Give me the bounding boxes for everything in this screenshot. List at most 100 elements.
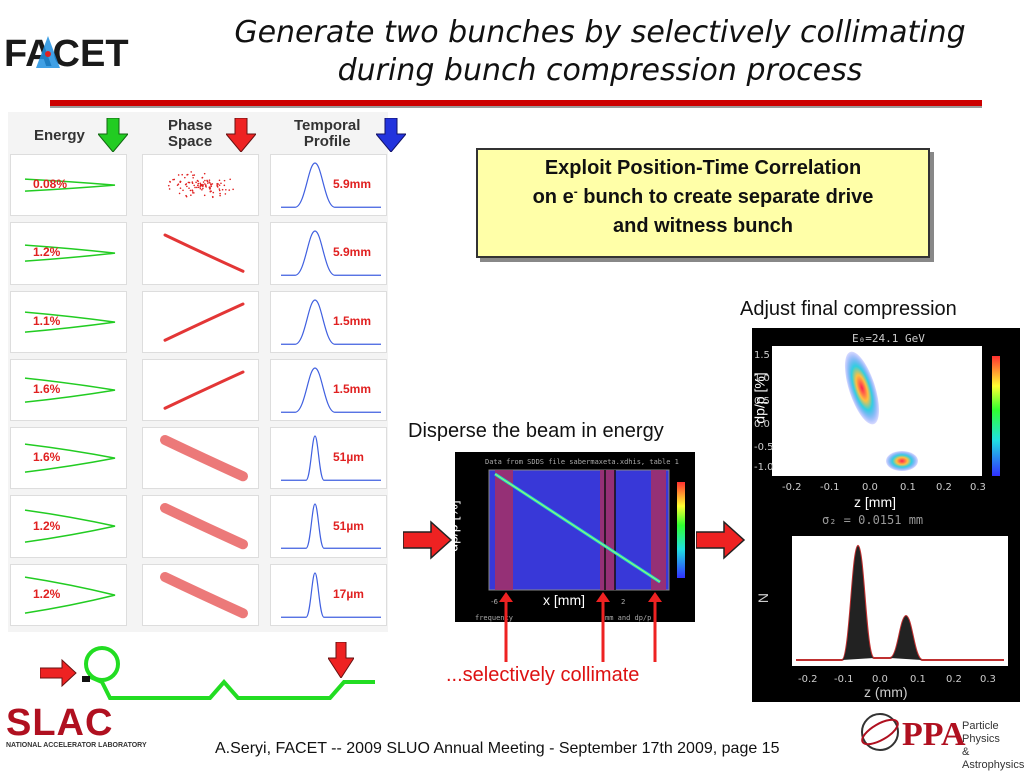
title-line-1: Generate two bunches by selectively coll… bbox=[200, 14, 1000, 52]
collimator-left bbox=[495, 470, 513, 590]
callout-box: Exploit Position-Time Correlation on e- … bbox=[476, 148, 930, 258]
ppa-logo-sub-1: Particle Physics bbox=[962, 720, 1024, 746]
temporal-profile-plot: 51µm bbox=[270, 495, 387, 557]
bunch-length-label: 51µm bbox=[333, 450, 364, 464]
energy-spread-label: 1.2% bbox=[33, 587, 60, 601]
temporal-profile-plot: 5.9mm bbox=[270, 222, 387, 284]
snapshot-graphic bbox=[271, 565, 386, 625]
facet-logo-text: FACET bbox=[4, 33, 129, 72]
phase-space-final-title: E₀=24.1 GeV bbox=[852, 332, 925, 345]
callout-line-2-b: bunch to create separate drive bbox=[578, 186, 874, 208]
slac-logo-text: SLAC bbox=[6, 704, 147, 742]
ppa-logo: PPA Particle Physics & Astrophysics bbox=[858, 704, 1018, 764]
svg-text:-0.5: -0.5 bbox=[754, 442, 774, 453]
col-header-temporal: Temporal Profile bbox=[294, 118, 360, 150]
energy-spread-label: 1.1% bbox=[33, 314, 60, 328]
blue-down-arrow-icon bbox=[376, 118, 406, 152]
output-arrow-icon bbox=[696, 520, 746, 560]
slac-logo: SLAC NATIONAL ACCELERATOR LABORATORY bbox=[6, 704, 147, 749]
dispersion-plot-title: Data from SDDS file sabermaxeta.xdhis, t… bbox=[485, 458, 679, 466]
bunch-length-label: 5.9mm bbox=[333, 245, 371, 259]
energy-plot: 1.2% bbox=[10, 222, 127, 284]
snapshot-graphic bbox=[143, 223, 258, 283]
callout-line-2: on e- bunch to create separate drive bbox=[478, 183, 928, 212]
energy-plot: 0.08% bbox=[10, 154, 127, 216]
green-down-arrow-icon bbox=[98, 118, 128, 152]
footer-citation: A.Seryi, FACET -- 2009 SLUO Annual Meeti… bbox=[215, 740, 779, 758]
temporal-profile-plot: 1.5mm bbox=[270, 291, 387, 353]
phase-space-final-graphic: E₀=24.1 GeV 1.5 1.0 0.5 0.0 -0.5 -1.0 -0… bbox=[752, 328, 1020, 520]
collimator-middle bbox=[600, 470, 615, 590]
svg-text:-0.2: -0.2 bbox=[782, 482, 802, 493]
svg-text:-1.0: -1.0 bbox=[754, 462, 774, 473]
svg-text:0.1: 0.1 bbox=[910, 674, 926, 685]
callout-line-2-a: on e bbox=[533, 186, 574, 208]
snapshot-graphic bbox=[11, 565, 126, 625]
collimator-pointers bbox=[495, 592, 665, 664]
label-selectively-collimate: ...selectively collimate bbox=[446, 664, 639, 687]
temporal-profile-final-plot: σ₂ = 0.0151 mm -0.2 -0.1 0.0 0.1 0.2 0.3… bbox=[752, 510, 1020, 702]
temporal-profile-plot: 5.9mm bbox=[270, 154, 387, 216]
snapshot-graphic bbox=[11, 292, 126, 352]
phase-space-final-plot: E₀=24.1 GeV 1.5 1.0 0.5 0.0 -0.5 -1.0 -0… bbox=[752, 328, 1020, 520]
collimator-right bbox=[651, 470, 666, 590]
bunch-length-label: 5.9mm bbox=[333, 177, 371, 191]
snapshot-graphic bbox=[11, 360, 126, 420]
facet-logo: FACET bbox=[4, 32, 184, 72]
snapshot-graphic bbox=[143, 360, 258, 420]
snapshot-graphic bbox=[11, 428, 126, 488]
snapshot-graphic bbox=[11, 223, 126, 283]
snapshot-graphic bbox=[271, 496, 386, 556]
svg-text:-0.1: -0.1 bbox=[834, 674, 854, 685]
label-adjust-compression: Adjust final compression bbox=[740, 298, 957, 321]
temporal-profile-final-ylabel: N bbox=[755, 593, 771, 603]
temporal-profile-plot: 17µm bbox=[270, 564, 387, 626]
snapshot-graphic bbox=[143, 496, 258, 556]
temporal-profile-final-graphic: σ₂ = 0.0151 mm -0.2 -0.1 0.0 0.1 0.2 0.3 bbox=[752, 510, 1020, 702]
phase-space-final-xlabel: z [mm] bbox=[854, 494, 896, 510]
phase-space-plot bbox=[142, 495, 259, 557]
facet-logo-graphic: FACET bbox=[4, 32, 184, 72]
beamline-entry-arrow-icon bbox=[40, 660, 76, 686]
bunch-length-label: 51µm bbox=[333, 519, 364, 533]
snapshot-grid: 0.08% 5.9mm 1.2% 5.9mm 1.1% 1.5mm 1.6% 1.5mm 1.6… bbox=[8, 154, 388, 632]
header-divider-grey bbox=[50, 106, 982, 108]
snapshot-graphic bbox=[271, 428, 386, 488]
energy-spread-label: 1.2% bbox=[33, 245, 60, 259]
simulation-panel: Energy Phase Space Temporal Profile 0.08… bbox=[8, 112, 388, 632]
temporal-profile-plot: 1.5mm bbox=[270, 359, 387, 421]
energy-plot: 1.6% bbox=[10, 427, 127, 489]
energy-plot: 1.6% bbox=[10, 359, 127, 421]
title-line-2: during bunch compression process bbox=[200, 52, 1000, 90]
svg-text:-0.2: -0.2 bbox=[798, 674, 818, 685]
phase-space-final-ylabel: dp/p [%] bbox=[752, 372, 768, 423]
ppa-logo-text: PPA bbox=[902, 716, 966, 754]
svg-text:0.3: 0.3 bbox=[980, 674, 996, 685]
bunch-length-label: 1.5mm bbox=[333, 314, 371, 328]
slac-logo-subtitle: NATIONAL ACCELERATOR LABORATORY bbox=[6, 742, 147, 749]
svg-text:0.1: 0.1 bbox=[900, 482, 916, 493]
phase-space-plot bbox=[142, 359, 259, 421]
temporal-profile-plot: 51µm bbox=[270, 427, 387, 489]
col-header-phase-1: Phase bbox=[168, 118, 212, 134]
red-down-arrow-icon bbox=[226, 118, 256, 152]
slide-title: Generate two bunches by selectively coll… bbox=[200, 14, 1000, 90]
snapshot-graphic bbox=[143, 565, 258, 625]
ppa-logo-sub: Particle Physics & Astrophysics bbox=[962, 720, 1024, 772]
col-header-phase: Phase Space bbox=[168, 118, 212, 150]
temporal-profile-final-xlabel: z (mm) bbox=[864, 684, 908, 700]
callout-line-3: and witness bunch bbox=[478, 212, 928, 241]
col-header-phase-2: Space bbox=[168, 134, 212, 150]
ppa-logo-sub-2: & Astrophysics bbox=[962, 746, 1024, 772]
snapshot-graphic bbox=[143, 155, 258, 215]
energy-spread-label: 1.6% bbox=[33, 450, 60, 464]
snapshot-graphic bbox=[143, 292, 258, 352]
svg-text:-0.1: -0.1 bbox=[820, 482, 840, 493]
energy-spread-label: 1.6% bbox=[33, 382, 60, 396]
col-header-temporal-1: Temporal bbox=[294, 118, 360, 134]
energy-spread-label: 0.08% bbox=[33, 177, 67, 191]
bunch-length-label: 1.5mm bbox=[333, 382, 371, 396]
phase-space-plot bbox=[142, 564, 259, 626]
svg-text:0.2: 0.2 bbox=[936, 482, 952, 493]
snapshot-graphic bbox=[11, 496, 126, 556]
